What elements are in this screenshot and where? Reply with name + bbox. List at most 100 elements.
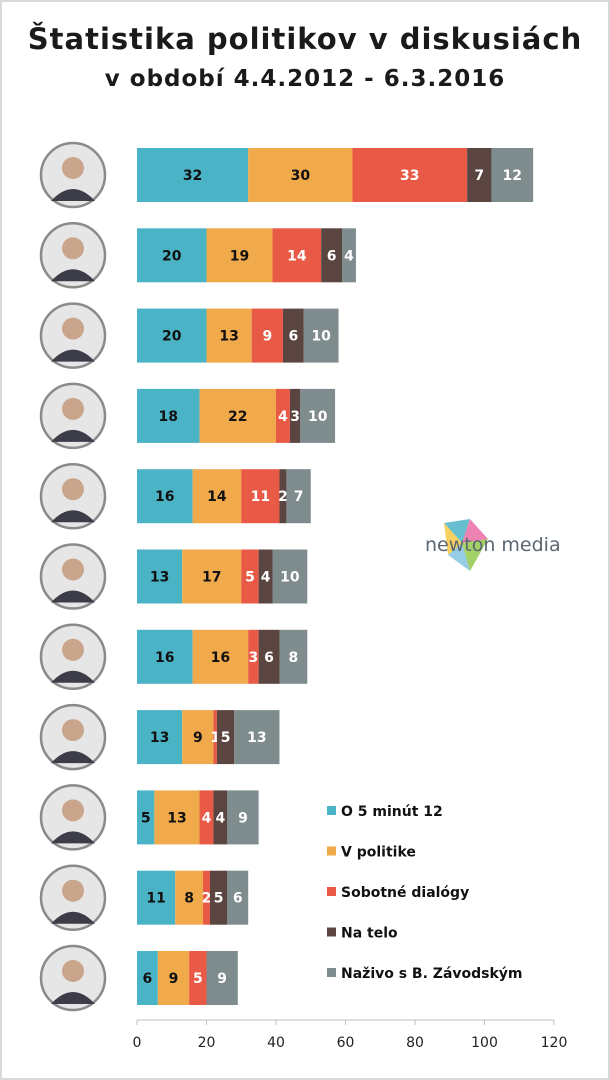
bar-value-label: 9	[193, 730, 203, 746]
bar-value-label: 30	[291, 168, 311, 184]
bar-value-label: 17	[202, 570, 221, 586]
legend-swatch	[327, 846, 336, 856]
bar-segment	[227, 870, 249, 925]
avatar-shoulders-icon	[51, 189, 95, 201]
bar-segment	[491, 148, 534, 202]
bar-segment	[248, 148, 353, 202]
bar-segment	[137, 469, 193, 524]
bar-segment	[258, 629, 280, 684]
avatar-head-icon	[62, 317, 84, 340]
bar-value-label: 3	[249, 650, 259, 666]
bar-value-label: 10	[280, 570, 300, 586]
bar-value-label: 4	[344, 248, 354, 264]
legend-label: V politike	[341, 845, 416, 861]
bar-segment	[137, 790, 155, 845]
bar-value-label: 6	[327, 248, 337, 264]
bar-value-label: 18	[159, 409, 178, 425]
bar-value-label: 8	[184, 891, 194, 907]
bar-segment	[189, 951, 207, 1005]
bar-segment	[342, 228, 356, 283]
avatar-head-icon	[62, 237, 84, 260]
bar-value-label: 5	[221, 730, 231, 746]
x-tick-label: 60	[337, 1035, 355, 1051]
bar-segment	[137, 148, 249, 202]
bar-value-label: 10	[308, 409, 328, 425]
bar-value-label: 16	[155, 650, 174, 666]
bar-segment	[206, 308, 252, 363]
bar-value-label: 3	[290, 409, 300, 425]
avatar-head-icon	[62, 719, 84, 742]
bar-segment	[227, 790, 259, 845]
bar-segment	[248, 629, 259, 684]
bar-value-label: 6	[233, 891, 243, 907]
avatar-head-icon	[62, 157, 84, 179]
legend-label: Na telo	[341, 926, 398, 942]
avatar-shoulders-icon	[51, 670, 95, 683]
bar-value-label: 11	[251, 489, 270, 505]
bar-value-label: 1	[210, 730, 220, 746]
bar-value-label: 13	[167, 810, 186, 826]
bar-segment	[213, 710, 217, 765]
x-tick-label: 0	[133, 1035, 142, 1051]
avatar-shoulders-icon	[51, 429, 95, 442]
bar-value-label: 4	[261, 570, 271, 586]
avatar-head-icon	[62, 638, 84, 661]
bar-segment	[154, 790, 200, 845]
x-tick-label: 20	[198, 1035, 216, 1051]
bar-value-label: 9	[217, 971, 227, 987]
x-tick-label: 120	[541, 1035, 568, 1051]
x-tick-label: 80	[406, 1035, 424, 1051]
bar-value-label: 20	[162, 329, 182, 345]
avatar-head-icon	[62, 960, 84, 982]
bar-value-label: 5	[214, 891, 224, 907]
avatar-shoulders-icon	[51, 751, 95, 764]
chart-subtitle: v období 4.4.2012 - 6.3.2016	[104, 66, 506, 92]
legend-swatch	[327, 887, 336, 896]
x-tick-label: 40	[267, 1035, 285, 1051]
bar-value-label: 13	[219, 329, 238, 345]
bar-value-label: 8	[289, 650, 299, 666]
bar-segment	[258, 549, 273, 604]
bar-segment	[137, 710, 183, 765]
bar-segment	[137, 549, 183, 604]
bar-segment	[286, 469, 311, 524]
bar-segment	[213, 790, 228, 845]
bar-segment	[206, 228, 273, 283]
bar-value-label: 33	[400, 168, 419, 184]
bar-segment	[300, 388, 336, 443]
bar-segment	[137, 629, 193, 684]
legend-swatch	[327, 806, 336, 815]
avatar-shoulders-icon	[51, 590, 95, 603]
bar-value-label: 5	[245, 570, 255, 586]
bar-segment	[241, 549, 259, 604]
bar-value-label: 7	[474, 168, 484, 184]
bar-value-label: 13	[150, 570, 169, 586]
legend-swatch	[327, 968, 336, 977]
bar-segment	[303, 308, 339, 363]
avatar-shoulders-icon	[51, 992, 95, 1004]
bar-value-label: 7	[294, 489, 304, 505]
avatar-shoulders-icon	[51, 510, 95, 523]
bar-value-label: 14	[207, 489, 227, 505]
bar-value-label: 2	[278, 489, 288, 505]
bar-segment	[234, 710, 280, 765]
bar-value-label: 9	[169, 971, 179, 987]
bar-segment	[137, 388, 200, 443]
bar-value-label: 13	[247, 730, 266, 746]
bar-value-label: 11	[146, 891, 165, 907]
bar-segment	[192, 469, 242, 524]
bar-value-label: 4	[202, 810, 212, 826]
watermark-text: newton media	[425, 534, 561, 556]
bar-value-label: 22	[228, 409, 247, 425]
chart-title: Štatistika politikov v diskusiách	[27, 22, 583, 56]
legend-label: Naživo s B. Závodským	[341, 966, 523, 982]
bar-segment	[157, 951, 190, 1005]
avatar-head-icon	[62, 558, 84, 581]
bar-segment	[137, 228, 207, 283]
avatar-shoulders-icon	[51, 911, 95, 924]
bar-segment	[137, 308, 207, 363]
bar-segment	[251, 308, 283, 363]
bar-value-label: 14	[287, 248, 307, 264]
bar-value-label: 19	[230, 248, 249, 264]
bar-value-label: 4	[278, 409, 288, 425]
